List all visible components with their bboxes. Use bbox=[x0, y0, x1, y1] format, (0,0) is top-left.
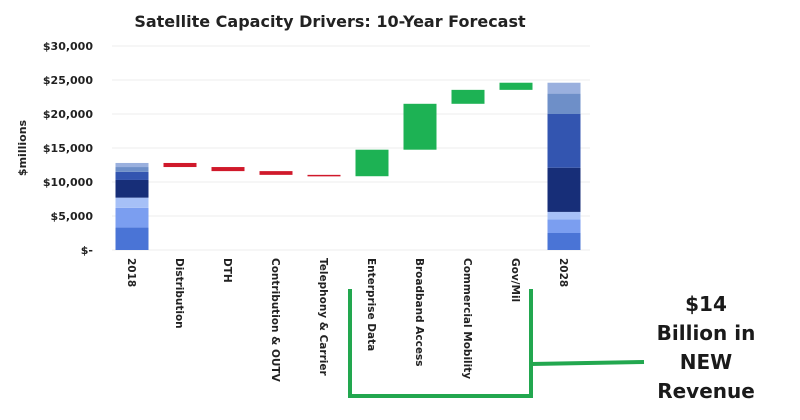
chart-title: Satellite Capacity Drivers: 10-Year Fore… bbox=[134, 12, 526, 31]
total-bar-segment bbox=[547, 233, 581, 250]
new-revenue-bracket bbox=[348, 289, 645, 398]
increase-bar bbox=[451, 89, 485, 104]
callout-line: NEW bbox=[679, 350, 733, 374]
y-tick-label: $5,000 bbox=[51, 210, 94, 223]
x-tick-label: Commercial Mobility bbox=[461, 258, 473, 379]
callout-line: Billion in bbox=[656, 321, 756, 345]
y-tick-label: $10,000 bbox=[43, 176, 93, 189]
x-tick-label: Gov/Mil bbox=[509, 258, 521, 302]
bars bbox=[115, 82, 581, 250]
y-tick-label: $20,000 bbox=[43, 108, 93, 121]
gridlines bbox=[112, 45, 590, 251]
y-tick-label: $- bbox=[81, 244, 93, 257]
x-tick-label: Broadband Access bbox=[413, 258, 425, 366]
y-tick-label: $15,000 bbox=[43, 142, 93, 155]
total-bar-segment bbox=[115, 197, 149, 208]
y-axis: $- $5,000 $10,000 $15,000 $20,000 $25,000 $30,… bbox=[43, 40, 93, 257]
bracket-pointer bbox=[530, 360, 645, 366]
total-bar-segment bbox=[115, 171, 149, 180]
x-tick-label: Enterprise Data bbox=[365, 258, 377, 351]
y-tick-label: $30,000 bbox=[43, 40, 93, 53]
x-tick-label: Contribution & OUTV bbox=[269, 258, 281, 383]
total-bar-segment bbox=[115, 179, 149, 198]
x-axis: 2018 Distribution DTH Contribution & OUTV Te… bbox=[125, 258, 569, 383]
increase-bar bbox=[499, 82, 533, 90]
increase-bar bbox=[355, 149, 389, 177]
y-tick-label: $25,000 bbox=[43, 74, 93, 87]
total-bar-segment bbox=[547, 82, 581, 94]
new-revenue-callout: $14 Billion in NEW Revenue bbox=[636, 290, 776, 406]
total-bar-segment bbox=[547, 219, 581, 233]
x-tick-label: Distribution bbox=[173, 258, 185, 329]
total-bar-segment bbox=[547, 114, 581, 168]
decrease-bar bbox=[163, 162, 197, 168]
total-bar-segment bbox=[547, 211, 581, 220]
decrease-bar bbox=[259, 171, 293, 175]
x-tick-label: Telephony & Carrier bbox=[317, 258, 329, 376]
total-bar-segment bbox=[115, 167, 149, 172]
y-axis-label: $millions bbox=[16, 119, 29, 176]
x-tick-label: 2018 bbox=[125, 258, 137, 287]
total-bar-segment bbox=[115, 227, 149, 250]
x-tick-label: DTH bbox=[221, 258, 233, 283]
total-bar-segment bbox=[115, 207, 149, 228]
increase-bar bbox=[403, 103, 437, 150]
x-tick-label: 2028 bbox=[557, 258, 569, 287]
callout-line: Revenue bbox=[657, 379, 755, 403]
total-bar-segment bbox=[547, 93, 581, 114]
total-bar-segment bbox=[547, 167, 581, 212]
total-bar-segment bbox=[115, 162, 149, 168]
callout-line: $14 bbox=[685, 292, 727, 316]
decrease-bar bbox=[307, 174, 341, 177]
decrease-bar bbox=[211, 167, 245, 172]
